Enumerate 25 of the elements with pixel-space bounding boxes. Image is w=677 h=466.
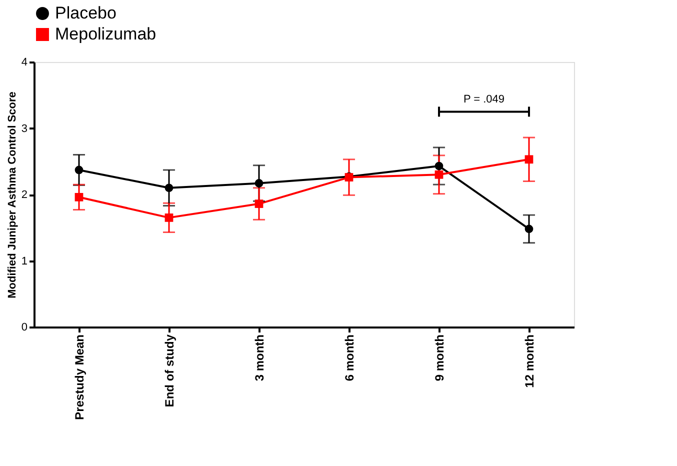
y-tick-label: 2	[21, 189, 28, 201]
x-tick-label: 12 month	[522, 334, 536, 388]
x-tick-label: 6 month	[342, 334, 356, 382]
y-tick-label: 1	[21, 255, 28, 268]
point	[164, 214, 174, 222]
y-tick-label: 3	[21, 122, 28, 135]
point	[74, 192, 84, 202]
point	[524, 224, 534, 234]
point	[254, 179, 264, 188]
x-tick-label: End of study	[162, 334, 176, 408]
point	[434, 170, 444, 179]
point	[254, 200, 264, 208]
y-tick-label: 4	[21, 56, 28, 68]
point	[434, 162, 444, 170]
y-tick-label: 0	[21, 322, 28, 334]
y-axis-title: Modified Juniper Asthma Control Score	[6, 92, 18, 298]
x-tick-label: 3 month	[252, 334, 266, 382]
legend-label: Mepolizumab	[55, 24, 156, 44]
x-tick-label: Prestudy Mean	[72, 334, 86, 420]
point	[164, 184, 174, 192]
legend-label: Placebo	[55, 4, 116, 22]
point	[524, 155, 534, 164]
point	[74, 166, 84, 174]
annotation: P = .049	[463, 94, 505, 106]
x-tick-label: 9 month	[432, 334, 446, 382]
